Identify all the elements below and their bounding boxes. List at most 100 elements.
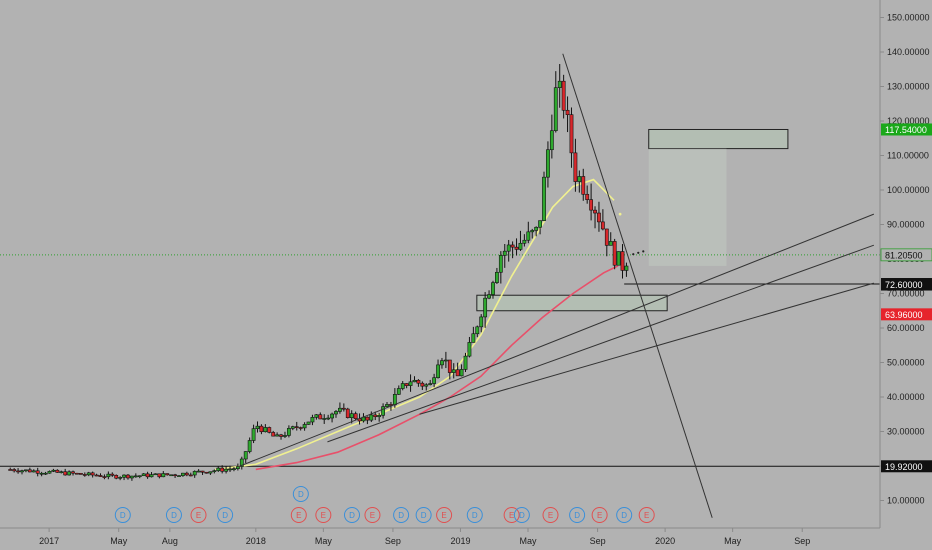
downtrend[interactable]: [562, 53, 713, 518]
trendline-layer[interactable]: [239, 53, 875, 518]
candle-body: [224, 468, 228, 472]
candle-body: [514, 246, 519, 250]
event-marker-d[interactable]: D: [292, 486, 309, 502]
event-circle: [503, 507, 520, 523]
event-marker-d[interactable]: D: [466, 507, 483, 523]
candle-body: [149, 474, 154, 478]
candle-body: [612, 241, 617, 266]
event-circle: [344, 507, 360, 523]
candle-body: [518, 242, 523, 250]
projection-dot: [637, 251, 640, 254]
event-marker-e[interactable]: E: [364, 507, 381, 523]
candle-body: [620, 251, 625, 271]
event-marker-d[interactable]: D: [415, 507, 432, 523]
candle-body: [608, 241, 613, 246]
candle-body: [330, 413, 334, 419]
candle-body: [169, 474, 174, 477]
x-tick-label: Aug: [162, 536, 178, 546]
candle-body: [310, 417, 315, 423]
event-circle: [466, 507, 483, 523]
uptrend-mid[interactable]: [327, 244, 875, 443]
candle-body: [385, 404, 389, 407]
x-axis[interactable]: 2017 May Aug 2018 May Sep 2019 May Sep 2020 May Sep: [39, 528, 810, 546]
event-marker-d[interactable]: D: [393, 507, 410, 523]
price-label-box: [881, 123, 932, 136]
event-marker-e[interactable]: E: [638, 507, 655, 523]
event-label: D: [421, 511, 427, 520]
event-marker-d[interactable]: D: [114, 507, 131, 523]
event-marker-e[interactable]: E: [436, 507, 453, 523]
event-marker-e[interactable]: E: [542, 507, 559, 523]
event-label: D: [472, 511, 478, 520]
candle-body: [216, 467, 221, 471]
candle-body: [298, 427, 303, 429]
candle-body: [463, 355, 468, 370]
candle-body: [440, 360, 444, 366]
y-tick-label: 150.00000: [887, 13, 930, 23]
zone-layer: [476, 128, 789, 312]
event-marker-e[interactable]: E: [315, 507, 332, 523]
candle-body: [137, 475, 142, 478]
candle-body: [16, 470, 20, 473]
candle-body: [94, 474, 99, 477]
candle-body: [188, 474, 193, 477]
event-marker-d[interactable]: D: [165, 507, 182, 523]
candle-body: [286, 428, 291, 436]
candle-body: [345, 408, 350, 419]
event-circle: [114, 507, 131, 523]
event-label: E: [441, 511, 446, 520]
event-label: E: [597, 511, 602, 520]
candle-body: [290, 426, 295, 429]
candle-body: [118, 477, 123, 479]
candle-body: [522, 239, 527, 244]
candle-body: [549, 130, 554, 151]
uptrend-steep[interactable]: [239, 213, 875, 467]
event-label: D: [222, 511, 228, 520]
candle-body: [530, 230, 535, 233]
projection-dot: [642, 250, 645, 253]
candle-body: [20, 470, 24, 473]
candle-body: [557, 80, 562, 88]
y-axis[interactable]: 10.0000020.0000030.0000040.0000050.00000…: [880, 13, 930, 506]
candle-body: [184, 472, 189, 476]
event-marker-d[interactable]: D: [513, 507, 530, 523]
event-marker-d[interactable]: D: [344, 507, 360, 523]
event-marker-e[interactable]: E: [190, 507, 207, 523]
support-zone[interactable]: [476, 294, 668, 312]
event-marker-d[interactable]: D: [616, 507, 633, 523]
y-tick-label: 100.00000: [887, 185, 930, 195]
target-zone[interactable]: [648, 128, 789, 150]
event-marker-d[interactable]: D: [217, 507, 234, 523]
price-label-text: 81.20500: [885, 250, 923, 260]
candle-body: [365, 416, 370, 421]
candle-body: [294, 426, 299, 428]
candle-body: [487, 294, 491, 299]
line-layer: [0, 254, 880, 467]
candle-body: [12, 469, 17, 472]
event-label: E: [644, 511, 649, 520]
price-label: 63.96000: [881, 308, 932, 321]
event-circle: [513, 507, 530, 523]
y-tick-label: 130.00000: [887, 82, 930, 92]
event-circle: [217, 507, 234, 523]
candle-body: [157, 473, 162, 478]
event-marker-layer[interactable]: D D E D EDE D E D D E D E D E D E D E: [114, 486, 655, 523]
event-label: D: [349, 511, 355, 520]
y-tick-label: 110.00000: [887, 151, 929, 161]
price-label-box: [881, 460, 932, 473]
candle-body: [255, 425, 260, 429]
candle-body: [220, 467, 225, 472]
y-tick-label: 30.00000: [887, 427, 925, 437]
uptrend-low[interactable]: [419, 282, 874, 415]
candle-body: [326, 417, 331, 420]
event-marker-e[interactable]: E: [290, 507, 307, 523]
candle-body: [334, 411, 338, 415]
event-marker-d[interactable]: D: [569, 507, 586, 523]
candle-body: [585, 193, 590, 200]
event-marker-e[interactable]: E: [503, 507, 520, 523]
x-tick-label: Sep: [590, 536, 606, 546]
candle-body: [196, 470, 201, 473]
candle-body: [322, 418, 327, 420]
event-marker-e[interactable]: E: [591, 507, 608, 523]
